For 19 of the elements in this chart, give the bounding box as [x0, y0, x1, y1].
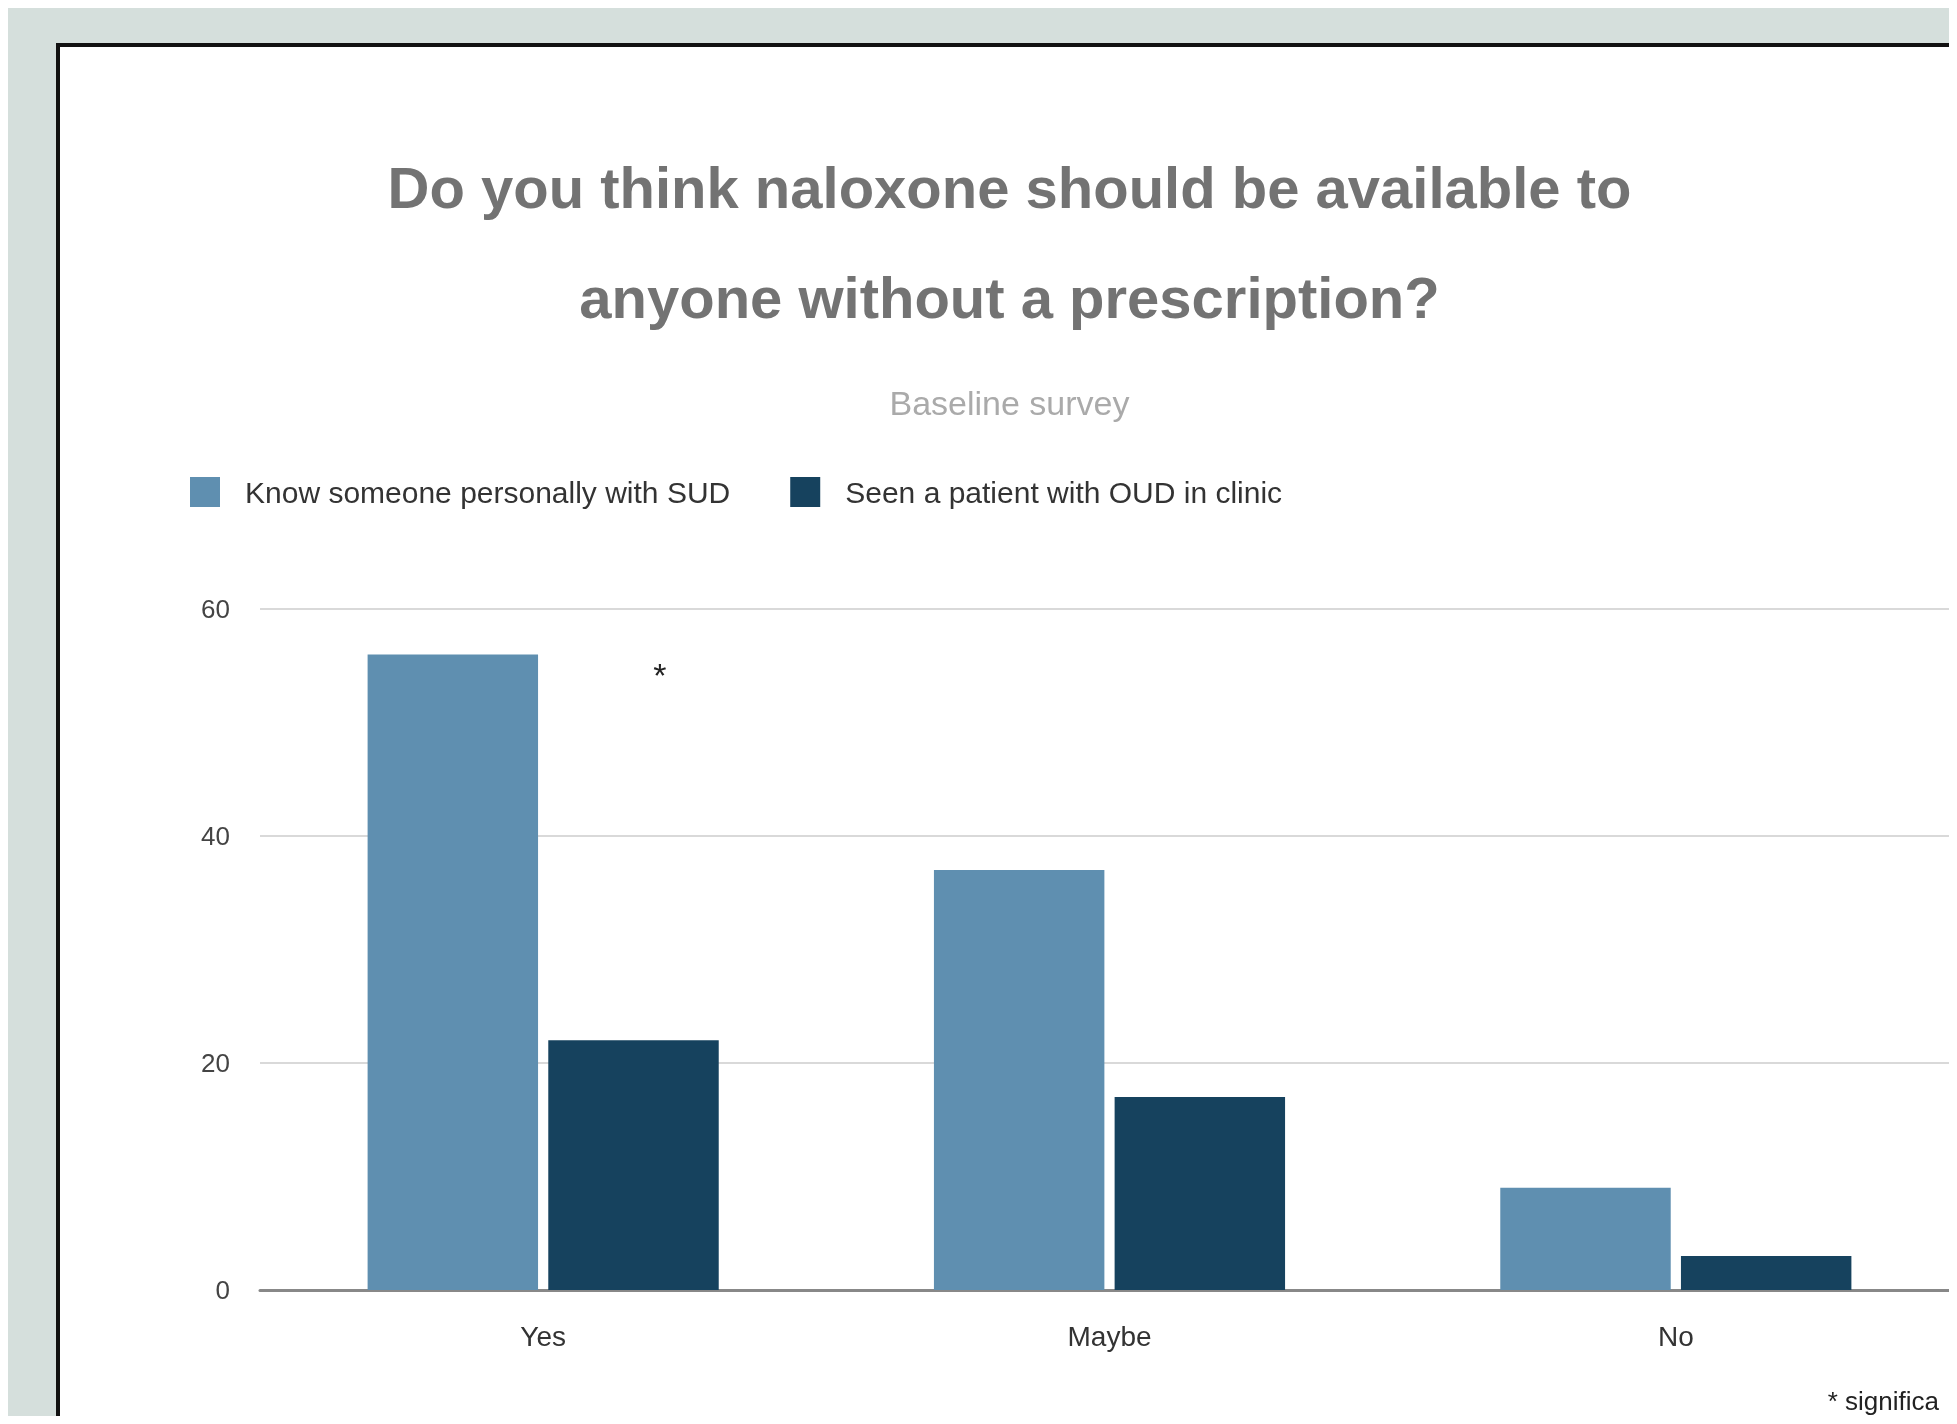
- text: * significa: [1827, 1386, 1940, 1416]
- bar: [1114, 1097, 1286, 1290]
- y-tick-label: 40: [201, 821, 230, 851]
- bar: [933, 870, 1105, 1290]
- chart-title: Do you think naloxone should be available to anyone without a prescription?: [387, 154, 1632, 330]
- legend-label: Seen a patient with OUD in clinic: [845, 475, 1283, 509]
- bar: [367, 654, 539, 1290]
- bar: [548, 1040, 719, 1290]
- legend-label: Know someone personally with SUD: [245, 475, 731, 509]
- x-tick-label: Maybe: [1067, 1320, 1152, 1352]
- y-tick-label: 60: [201, 594, 230, 624]
- annotation: *: [653, 656, 667, 695]
- chart-subtitle: Baseline survey: [889, 384, 1130, 422]
- x-tick-label: Yes: [520, 1320, 567, 1352]
- bar: [1680, 1255, 1852, 1290]
- bar: [1500, 1187, 1671, 1290]
- y-tick-label: 0: [215, 1275, 230, 1305]
- x-tick-label: No: [1657, 1320, 1694, 1352]
- y-tick-label: 20: [201, 1048, 230, 1078]
